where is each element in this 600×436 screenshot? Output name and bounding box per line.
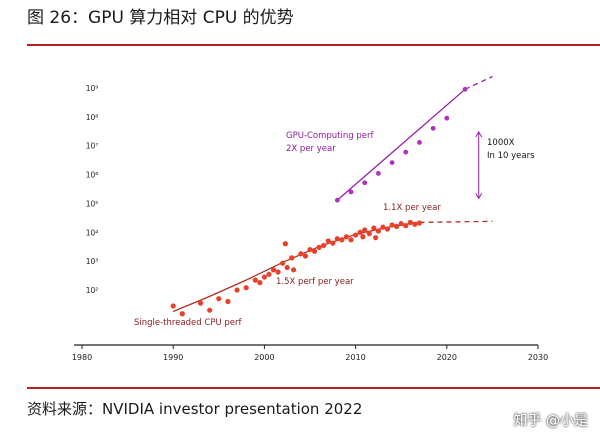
cpu-data-point [170,303,176,309]
cpu-data-point [316,244,322,250]
cpu-data-point [357,229,363,235]
cpu-data-point [375,228,381,234]
cpu-data-point [216,296,222,302]
y-tick-label: 10⁸ [86,113,99,122]
cpu-data-point [371,225,377,231]
cpu-series-label: Single-threaded CPU perf [134,318,242,328]
cpu-data-point [389,222,395,228]
cpu-data-point [348,237,354,243]
range-period-label: In 10 years [487,151,535,161]
watermark: 知乎 @小是 [513,413,588,429]
cpu-data-point [412,221,418,227]
cpu-data-point [225,298,231,305]
cpu-data-point [403,223,409,229]
gpu-data-point [417,140,422,145]
cpu-data-point [384,226,391,232]
gpu-data-point [430,125,436,131]
cpu-data-point [179,311,185,317]
cpu-trend-line [172,221,420,313]
cpu-data-point [261,274,267,280]
x-tick-label: 2020 [437,353,457,362]
cpu-data-point [398,220,404,227]
figure-title: 图 26：GPU 算力相对 CPU 的优势 [27,8,294,28]
source-text: 资料来源：NVIDIA investor presentation 2022 [27,400,363,418]
cpu-rate-label: 1.5X perf per year [276,277,354,287]
cpu-data-point [366,231,372,237]
cpu-data-point [343,234,350,240]
cpu-data-point [394,223,400,229]
range-value-label: 1000X [487,138,515,148]
range-arrow-head-bottom [475,193,483,200]
x-tick-label: 1980 [72,353,92,362]
cpu-data-point [207,307,213,313]
cpu-data-point [353,232,359,238]
cpu-data-point [307,247,313,253]
title-rule [27,44,600,46]
gpu-data-point [334,197,340,203]
cpu-data-point [290,267,297,273]
cpu-trend-extension [419,220,493,224]
cpu-data-point [280,260,286,266]
cpu-data-point [334,236,340,242]
cpu-data-point [257,280,263,286]
cpu-data-point [407,219,413,226]
cpu-data-point [289,255,295,261]
cpu-data-point [282,241,288,247]
cpu-data-point [243,285,249,291]
gpu-data-point [348,189,354,195]
cpu-data-point [298,251,304,257]
source-rule [27,387,600,389]
gpu-series-label: GPU-Computing perf [286,131,374,141]
y-tick-label: 10³ [86,257,99,266]
gpu-data-point [376,170,381,176]
y-tick-label: 10⁶ [86,171,99,180]
cpu-data-point [275,269,281,275]
y-tick-label: 10⁷ [86,142,99,151]
cpu-data-point [339,237,345,243]
x-tick-label: 2030 [528,353,548,362]
cpu-data-point [330,240,336,246]
y-tick-label: 10⁹ [86,84,99,93]
gpu-data-point [462,86,468,92]
cpu-data-point [270,267,277,273]
x-tick-label: 2000 [254,353,274,362]
cpu-data-point [416,220,423,226]
cpu-data-point [284,264,290,271]
cpu-data-point [360,234,366,240]
cpu-data-point [380,224,386,230]
cpu-data-point [266,271,272,277]
gpu-data-point [403,149,409,155]
cpu-data-point [325,238,331,244]
gpu-trend-extension [464,75,493,90]
gpu-data-point [389,160,395,165]
gpu-rate-label: 2X per year [286,144,336,154]
cpu-data-point [234,287,240,293]
cpu-data-point [373,235,379,241]
cpu-data-point [311,248,318,254]
cpu-data-point [252,277,258,283]
x-tick-label: 1990 [163,353,183,362]
gpu-data-point [444,115,450,121]
range-arrow-head-top [475,130,483,138]
cpu-data-point [302,253,309,259]
cpu-data-point [321,242,327,249]
gpu-trend-line [336,88,466,201]
cpu-data-point [197,300,204,306]
cpu-late-rate-label: 1.1X per year [383,203,441,213]
x-tick-label: 2010 [345,353,365,362]
gpu-data-point [362,180,368,186]
y-tick-label: 10⁵ [86,199,99,208]
y-tick-label: 10⁴ [86,228,99,237]
y-tick-label: 10² [86,286,99,295]
cpu-data-point [362,227,368,233]
